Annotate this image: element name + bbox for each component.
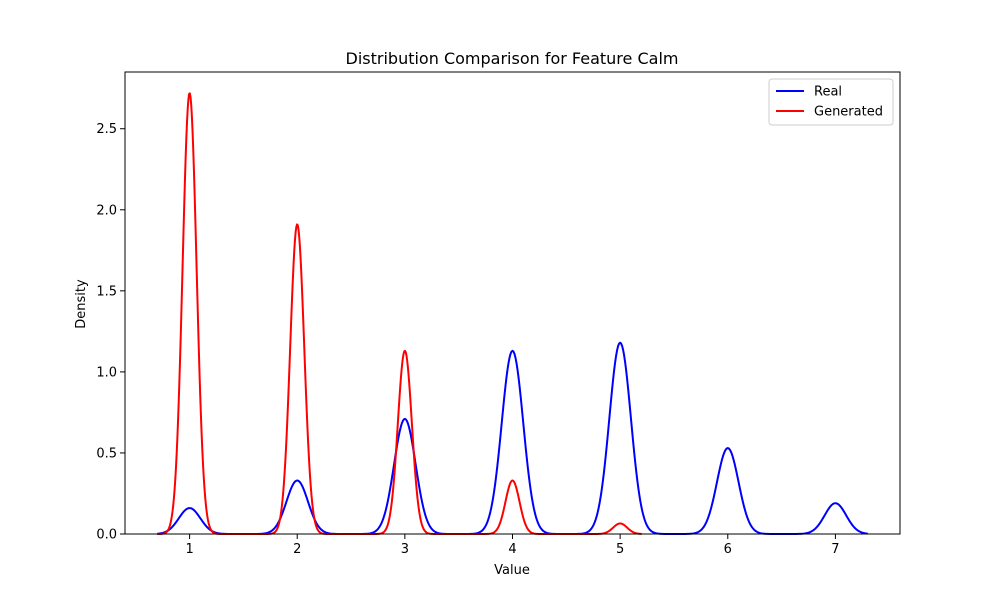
y-axis-label: Density xyxy=(74,279,89,329)
x-tick-label: 6 xyxy=(724,542,732,557)
x-tick-label: 5 xyxy=(616,542,624,557)
plot-frame xyxy=(124,71,901,535)
x-axis-label: Value xyxy=(494,563,530,578)
x-tick-label: 2 xyxy=(293,542,301,557)
y-tick-label: 0.0 xyxy=(96,528,117,543)
x-tick-label: 3 xyxy=(401,542,409,557)
y-tick-label: 1.0 xyxy=(96,365,117,380)
chart-title: Distribution Comparison for Feature Calm xyxy=(346,49,679,68)
x-axis-ticks: 1 2 3 4 5 6 7 xyxy=(185,534,840,557)
y-tick-label: 2.5 xyxy=(96,122,117,137)
y-axis-ticks: 0.0 0.5 1.0 1.5 2.0 2.5 xyxy=(96,122,125,543)
legend-label-generated: Generated xyxy=(814,105,883,120)
series-line-real xyxy=(157,341,868,535)
y-tick-label: 1.5 xyxy=(96,284,117,299)
x-tick-label: 1 xyxy=(185,542,193,557)
legend: Real Generated xyxy=(768,78,894,126)
x-tick-label: 4 xyxy=(508,542,516,557)
x-tick-label: 7 xyxy=(831,542,839,557)
y-tick-label: 2.0 xyxy=(96,203,117,218)
y-tick-label: 0.5 xyxy=(96,446,117,461)
legend-label-real: Real xyxy=(814,85,842,100)
